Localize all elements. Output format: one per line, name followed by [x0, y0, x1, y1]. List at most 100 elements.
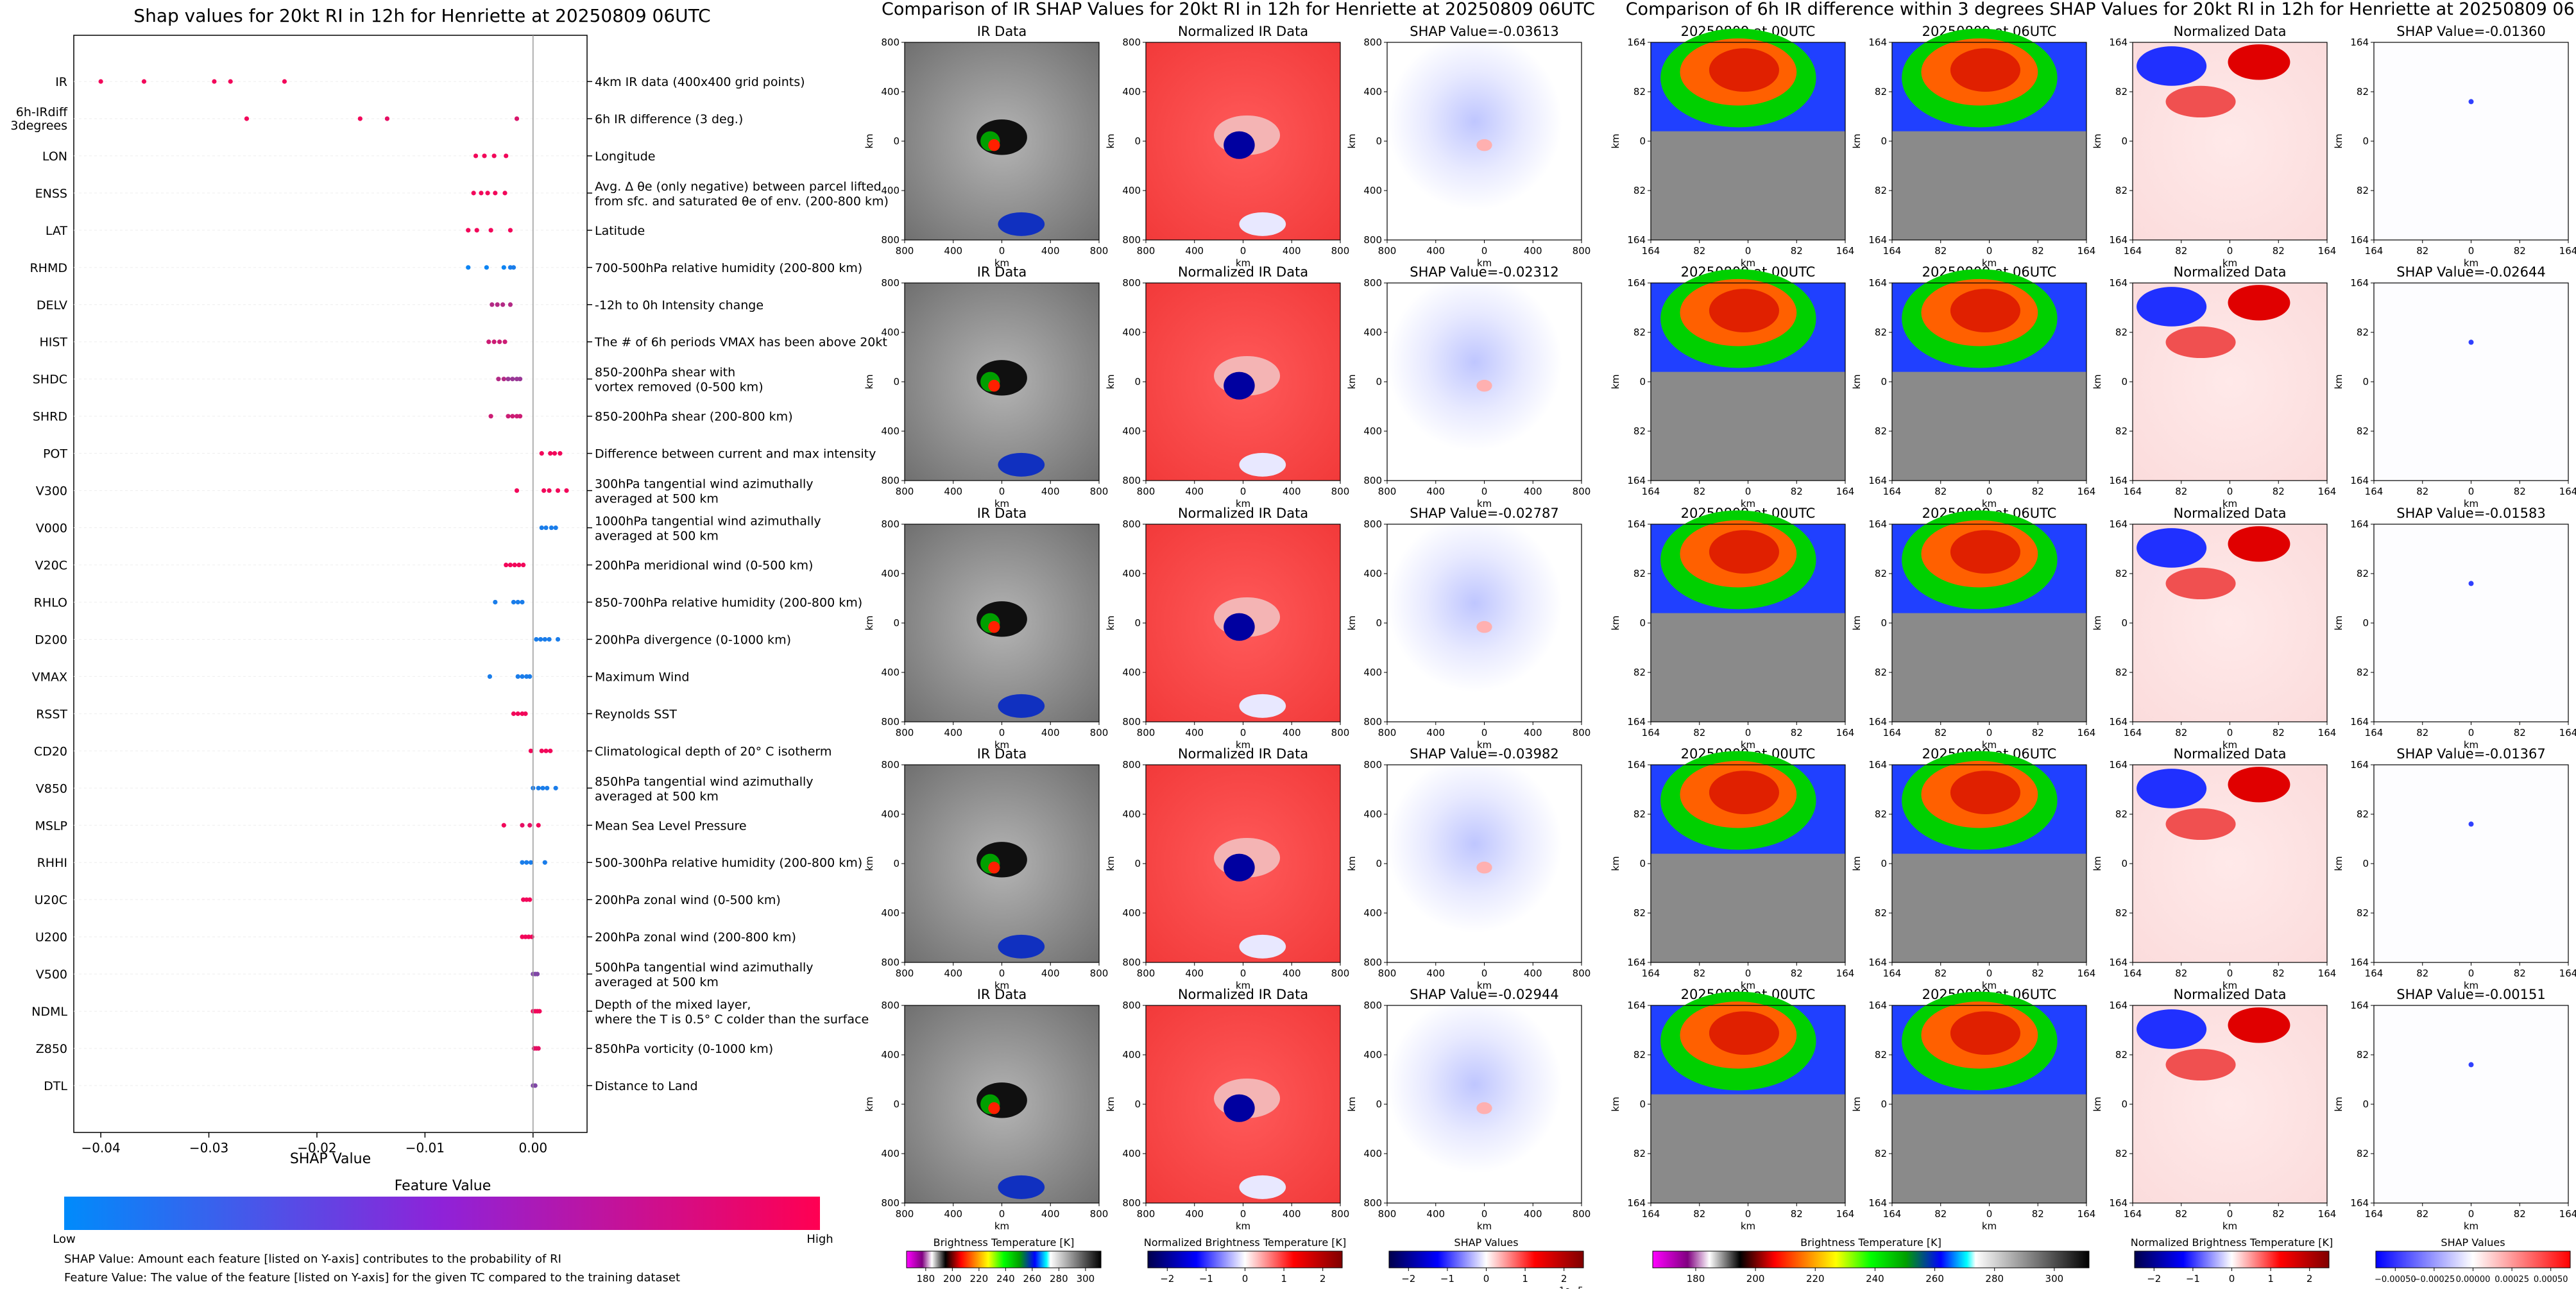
x-tick-label: 82 — [1791, 486, 1803, 497]
x-tick-label: 0.00 — [519, 1140, 548, 1156]
diff-red — [1950, 1011, 2020, 1055]
y-tick-label: 164 — [1627, 716, 1646, 728]
y-tick-label: 82 — [2357, 1049, 2369, 1061]
x-tick-label: 82 — [2514, 1208, 2526, 1220]
x-tick-label: 82 — [2416, 245, 2428, 257]
y-tick-label: 800 — [881, 277, 900, 289]
x-tick-label: 0 — [999, 727, 1005, 738]
y-tick-label: 82 — [2357, 327, 2369, 338]
y-tick-label: 164 — [2109, 957, 2128, 968]
feature-description: 850-700hPa relative humidity (200-800 km… — [595, 595, 862, 610]
feature-name: U20C — [35, 893, 67, 907]
x-tick-label: 82 — [1791, 245, 1803, 257]
y-tick-label: 82 — [1875, 1148, 1887, 1159]
cloud-band — [1239, 694, 1286, 718]
x-tick-label: 0 — [1986, 727, 1993, 738]
shap-neg — [2468, 821, 2474, 827]
feature-name: V20C — [35, 559, 67, 573]
shap-point — [491, 339, 497, 345]
y-tick-label: 400 — [881, 1148, 900, 1159]
cloud-band — [1239, 934, 1286, 959]
feature-name: Z850 — [36, 1042, 67, 1056]
shap-point — [502, 339, 508, 345]
feature-description: 850hPa vorticity (0-1000 km) — [595, 1042, 773, 1056]
diff-red — [1709, 1011, 1779, 1055]
y-tick-label: 82 — [1875, 1049, 1887, 1061]
x-tick-label: 82 — [1934, 727, 1947, 738]
y-axis-label: km — [2333, 374, 2344, 389]
y-tick-label: 400 — [1122, 568, 1141, 579]
y-tick-label: 800 — [1363, 518, 1382, 530]
x-tick-label: 0 — [1986, 245, 1993, 257]
y-tick-label: 0 — [893, 135, 900, 147]
x-tick-label: 400 — [1185, 1208, 1204, 1220]
y-tick-label: 800 — [1122, 37, 1141, 48]
shap-point — [508, 562, 513, 568]
colorbar-tick-label: 300 — [2045, 1273, 2064, 1285]
colorbar-tick-label: 0.00000 — [2456, 1275, 2491, 1285]
storm-core — [988, 379, 1000, 392]
y-tick-label: 800 — [881, 518, 900, 530]
feature-name: RHMD — [30, 261, 67, 275]
x-tick-label: 0 — [1481, 968, 1488, 979]
x-tick-label: 164 — [2365, 1208, 2384, 1220]
shap-point — [514, 116, 520, 121]
shap-point — [538, 636, 543, 642]
diff-red — [1709, 771, 1779, 814]
shap-point — [534, 636, 539, 642]
y-tick-label: 164 — [2350, 234, 2369, 246]
shap-point — [511, 599, 516, 605]
y-axis-label: km — [1105, 1097, 1116, 1111]
shap-point — [517, 414, 523, 419]
colorbar-tick-label: 280 — [1985, 1273, 2004, 1285]
x-tick-label: 82 — [2416, 486, 2428, 497]
ndiff-red2 — [2165, 326, 2236, 359]
x-tick-label: 0 — [1240, 486, 1247, 497]
y-tick-label: 82 — [2357, 425, 2369, 437]
shap-point — [523, 711, 528, 716]
shap-point — [384, 116, 390, 121]
shap-point — [545, 785, 550, 790]
colorbar — [1147, 1251, 1343, 1268]
cloud-band — [1239, 212, 1286, 236]
shap-point — [520, 823, 525, 828]
y-tick-label: 82 — [2115, 1148, 2128, 1159]
y-tick-label: 800 — [881, 716, 900, 728]
y-tick-label: 800 — [1363, 957, 1382, 968]
shap-point — [515, 711, 520, 716]
y-tick-label: 164 — [1627, 759, 1646, 771]
x-tick-label: 164 — [1883, 968, 1902, 979]
y-tick-label: 82 — [1875, 667, 1887, 678]
shap-point — [486, 339, 491, 345]
y-tick-label: 400 — [1363, 568, 1382, 579]
y-tick-label: 800 — [881, 759, 900, 771]
x-tick-label: 164 — [1642, 1208, 1660, 1220]
x-tick-label: 800 — [1090, 968, 1109, 979]
x-axis-label: km — [1741, 1220, 1755, 1232]
x-tick-label: 164 — [1883, 486, 1902, 497]
y-axis-label: km — [1346, 374, 1358, 389]
irdiff-comparison-title: Comparison of 6h IR difference within 3 … — [1626, 0, 2576, 19]
y-tick-label: 164 — [1868, 1197, 1887, 1209]
y-axis-label: km — [864, 615, 875, 630]
x-axis-label: km — [1236, 739, 1250, 751]
y-tick-label: 82 — [1633, 425, 1646, 437]
shap-image — [2374, 1005, 2568, 1203]
x-tick-label: 82 — [2175, 727, 2187, 738]
shap-point — [527, 897, 533, 902]
colorbar-tick-label: 260 — [1023, 1273, 1042, 1285]
shap-image — [2374, 42, 2568, 240]
feature-name: RHLO — [34, 595, 67, 610]
colorbar — [1652, 1251, 2090, 1268]
x-tick-label: 164 — [2124, 727, 2142, 738]
x-tick-label: 0 — [1481, 727, 1488, 738]
y-tick-label: 164 — [1627, 957, 1646, 968]
x-tick-label: 0 — [1240, 727, 1247, 738]
colorbar-label: Normalized Brightness Temperature [K] — [1144, 1236, 1347, 1249]
x-tick-label: 164 — [1836, 727, 1855, 738]
shap-positive — [1476, 861, 1492, 874]
shap-point — [553, 525, 558, 531]
